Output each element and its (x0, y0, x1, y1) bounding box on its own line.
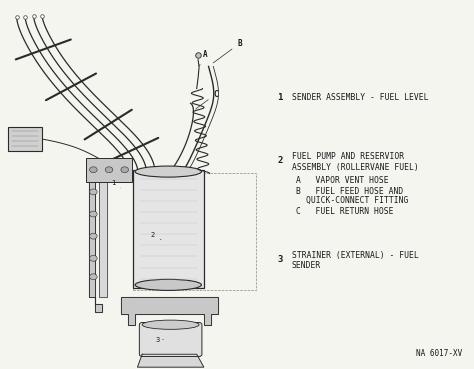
Polygon shape (137, 354, 204, 367)
Text: SENDER ASSEMBLY - FUEL LEVEL: SENDER ASSEMBLY - FUEL LEVEL (292, 93, 428, 102)
Ellipse shape (135, 166, 201, 177)
Circle shape (90, 274, 97, 280)
FancyBboxPatch shape (8, 127, 42, 151)
Circle shape (90, 167, 97, 173)
Polygon shape (99, 173, 107, 297)
Circle shape (121, 167, 128, 173)
FancyBboxPatch shape (86, 158, 132, 182)
Text: B: B (213, 39, 242, 63)
Ellipse shape (135, 279, 201, 290)
Text: SENDER: SENDER (292, 261, 321, 270)
Text: 3: 3 (277, 255, 283, 263)
Text: A: A (200, 50, 208, 66)
Circle shape (90, 211, 97, 217)
Text: 2: 2 (277, 156, 283, 165)
Circle shape (90, 233, 97, 239)
Text: 1: 1 (277, 93, 283, 102)
Text: 1: 1 (111, 180, 121, 188)
FancyBboxPatch shape (133, 170, 204, 288)
Text: 2: 2 (151, 232, 161, 240)
Ellipse shape (142, 320, 199, 329)
Text: STRAINER (EXTERNAL) - FUEL: STRAINER (EXTERNAL) - FUEL (292, 251, 418, 260)
Text: C: C (196, 90, 218, 109)
Text: 3: 3 (155, 337, 164, 344)
Polygon shape (121, 297, 218, 325)
Text: ASSEMBLY (ROLLERVANE FUEL): ASSEMBLY (ROLLERVANE FUEL) (292, 163, 418, 172)
Text: NA 6017-XV: NA 6017-XV (416, 349, 462, 358)
FancyBboxPatch shape (139, 323, 202, 356)
Circle shape (105, 167, 113, 173)
Polygon shape (89, 173, 102, 312)
Text: C   FUEL RETURN HOSE: C FUEL RETURN HOSE (296, 207, 394, 215)
Text: A   VAPOR VENT HOSE: A VAPOR VENT HOSE (296, 176, 389, 185)
Text: QUICK-CONNECT FITTING: QUICK-CONNECT FITTING (306, 196, 408, 204)
Text: B   FUEL FEED HOSE AND: B FUEL FEED HOSE AND (296, 187, 403, 196)
Text: FUEL PUMP AND RESERVIOR: FUEL PUMP AND RESERVIOR (292, 152, 404, 161)
Circle shape (90, 255, 97, 261)
Circle shape (90, 189, 97, 195)
